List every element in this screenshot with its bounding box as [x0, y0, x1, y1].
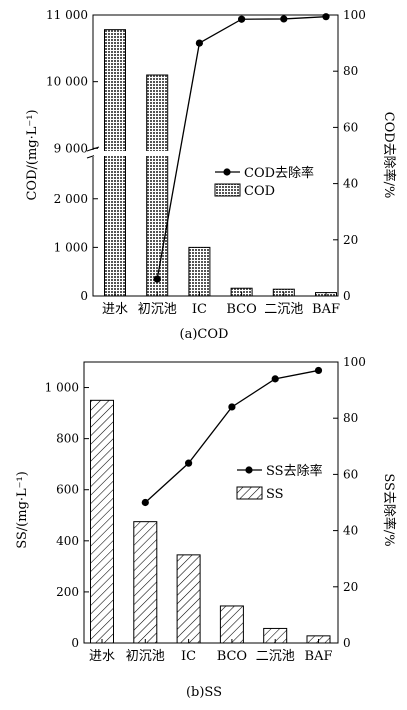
data-point: [238, 15, 246, 23]
y-tick-label: 2 000: [54, 192, 88, 206]
y-tick-label-right: 60: [343, 467, 358, 481]
legend-marker: [245, 466, 253, 474]
legend-label-bar: COD: [244, 184, 275, 199]
y-tick-label-right: 20: [343, 233, 358, 247]
y-axis-label-left: COD/(mg·L⁻¹): [25, 109, 40, 200]
y-tick-label-right: 60: [343, 120, 358, 134]
series-line: [156, 16, 327, 280]
bar: [146, 74, 169, 297]
legend: COD去除率 COD: [214, 165, 314, 199]
data-point: [314, 366, 323, 375]
legend-label-bar: SS: [266, 487, 284, 502]
bar-break-gap: [94, 151, 244, 156]
bar: [219, 605, 244, 644]
x-tick-label: BCO: [217, 649, 247, 664]
y-tick-label: 0: [80, 289, 88, 303]
data-point: [153, 275, 161, 283]
data-point: [185, 459, 193, 467]
y-tick-label-right: 20: [343, 580, 358, 594]
y-tick-label: 1 000: [45, 381, 79, 395]
data-point: [141, 498, 149, 507]
data-point: [228, 403, 236, 411]
data-point: [271, 375, 279, 383]
y-tick-label-right: 0: [343, 289, 351, 303]
x-tick-label: 进水: [89, 649, 115, 664]
chart-caption: (b)SS: [186, 685, 222, 700]
y-tick-label: 10 000: [46, 75, 88, 89]
bar: [133, 521, 158, 644]
y-tick-label: 0: [71, 636, 79, 650]
x-tick-label: 进水: [102, 302, 128, 317]
y-axis-label-left: SS/(mg·L⁻¹): [15, 471, 30, 549]
x-tick-label: 二沉池: [264, 302, 303, 317]
plot-frame: [83, 361, 339, 644]
chart-ss: 0 200 400 600 800 1 000 0 20 40 60 80 100 进水 初沉池 IC B…: [15, 355, 397, 700]
legend-label-line: COD去除率: [244, 165, 314, 181]
y-axis-label-right: SS去除率/%: [381, 473, 397, 546]
x-tick-label: 二沉池: [256, 649, 295, 664]
y-tick-label: 11 000: [46, 8, 88, 22]
y-axis-label-right: COD去除率/%: [381, 112, 397, 199]
x-tick-label: 初沉池: [138, 302, 177, 317]
x-tick-label: BCO: [226, 302, 256, 317]
y-tick-label: 1 000: [54, 240, 88, 254]
x-tick-label: BAF: [305, 649, 333, 664]
legend-marker: [223, 168, 231, 176]
series-line: [144, 369, 319, 503]
data-point: [280, 15, 288, 23]
y-tick-label: 800: [56, 432, 79, 446]
bar: [188, 246, 211, 297]
x-tick-label: BAF: [312, 302, 340, 317]
y-tick-label: 9 000: [54, 141, 88, 155]
x-tick-label: 初沉池: [126, 649, 165, 664]
y-tick-label-right: 40: [343, 177, 358, 191]
bar: [176, 554, 201, 644]
chart-caption: (a)COD: [180, 327, 229, 342]
legend-label-line: SS去除率: [266, 463, 323, 479]
x-tick-label: IC: [192, 302, 207, 317]
x-tick-label: IC: [181, 649, 196, 664]
y-tick-label-right: 40: [343, 524, 358, 538]
y-tick-label-right: 80: [343, 64, 358, 78]
y-tick-label: 200: [56, 585, 79, 599]
y-tick-label-right: 0: [343, 636, 351, 650]
y-tick-label-right: 100: [343, 355, 366, 369]
y-tick-label: 600: [56, 483, 79, 497]
axis-break-mark: [86, 146, 100, 152]
bar: [90, 399, 114, 644]
y-tick-label-right: 80: [343, 411, 358, 425]
data-point: [195, 39, 203, 47]
legend: SS去除率 SS: [236, 463, 323, 502]
data-point: [322, 13, 330, 21]
bar: [104, 29, 126, 297]
legend-swatch-bar: [214, 183, 241, 197]
y-tick-label: 400: [56, 534, 79, 548]
legend-swatch-bar: [236, 486, 263, 500]
y-tick-label-right: 100: [343, 8, 366, 22]
chart-cod: 0 1 000 2 000 9 000 10 000 11 000 0 20 40 60 80 10…: [25, 8, 397, 342]
